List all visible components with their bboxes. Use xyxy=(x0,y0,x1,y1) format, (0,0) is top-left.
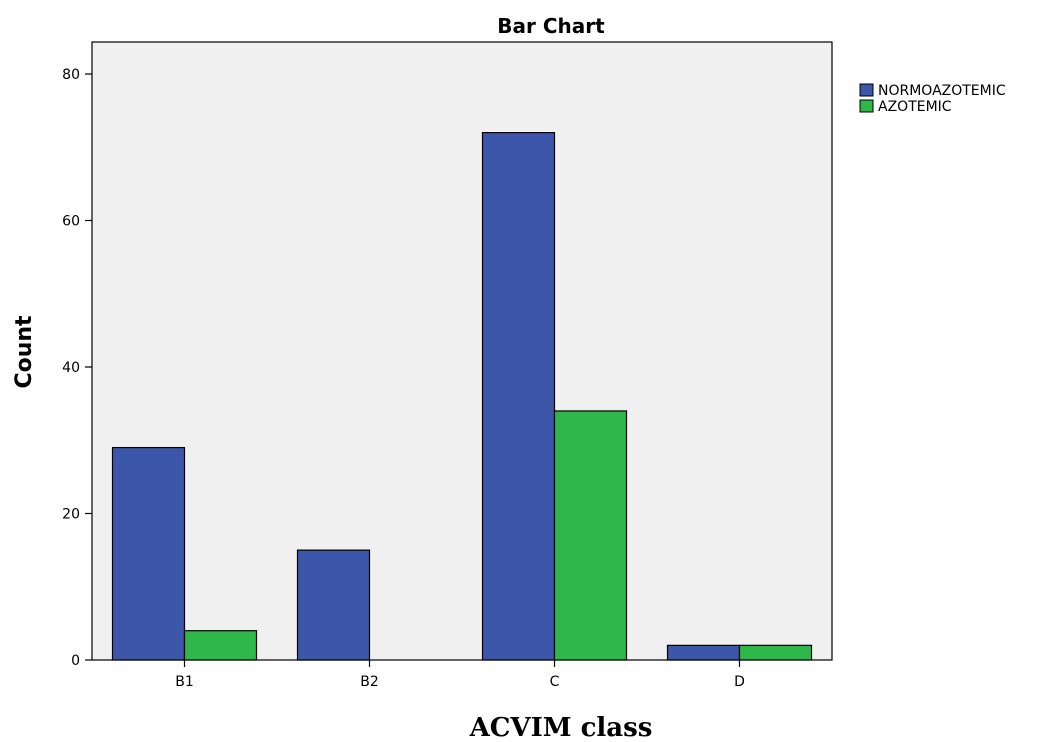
y-tick-label: 20 xyxy=(62,507,80,523)
chart-title: Bar Chart xyxy=(497,14,605,38)
y-tick-label: 0 xyxy=(71,653,80,669)
bar xyxy=(481,132,556,661)
y-tick-label: 60 xyxy=(62,214,80,230)
y-axis: 0 20 40 60 80 xyxy=(62,67,92,669)
y-axis-label: Count xyxy=(12,315,37,389)
legend-label: AZOTEMIC xyxy=(878,99,952,115)
x-tick-label: B1 xyxy=(175,674,194,690)
x-tick-label: B2 xyxy=(360,674,379,690)
y-tick-label: 80 xyxy=(62,67,80,83)
bar xyxy=(666,644,741,661)
bar xyxy=(553,410,628,661)
x-axis-label: ACVIM class xyxy=(469,713,653,742)
legend-label: NORMOAZOTEMIC xyxy=(878,83,1006,99)
bar xyxy=(296,549,371,661)
bars xyxy=(111,132,813,661)
bar xyxy=(183,630,258,661)
x-tick-label: D xyxy=(734,674,745,690)
y-tick-label: 40 xyxy=(62,360,80,376)
plot-area xyxy=(91,41,833,661)
bar xyxy=(738,644,813,661)
x-axis: B1 B2 C D xyxy=(175,660,745,690)
bar xyxy=(111,446,186,661)
x-tick-label: C xyxy=(550,674,560,690)
legend-swatch xyxy=(859,83,874,97)
legend-swatch xyxy=(859,99,874,113)
